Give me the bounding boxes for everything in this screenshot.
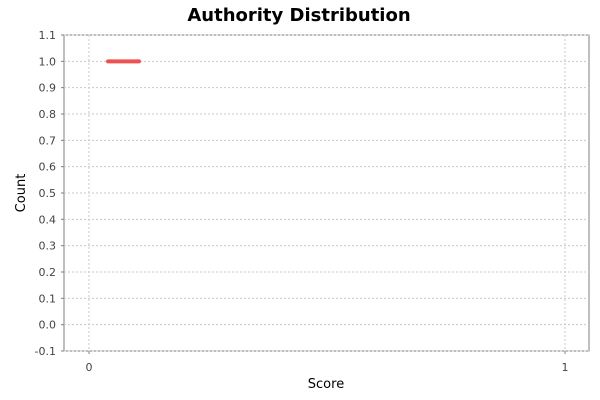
x-tick-label: 1 bbox=[562, 361, 569, 374]
y-tick-label: 1.1 bbox=[39, 29, 57, 42]
y-tick-label: 0.0 bbox=[39, 319, 57, 332]
y-tick-label: 0.3 bbox=[39, 240, 57, 253]
y-tick-label: -0.1 bbox=[35, 345, 56, 358]
y-tick-label: 0.6 bbox=[39, 161, 57, 174]
y-axis-label: Count bbox=[14, 174, 29, 213]
y-tick-label: 1.0 bbox=[39, 55, 57, 68]
x-tick-label: 0 bbox=[86, 361, 93, 374]
plot-area bbox=[63, 34, 590, 352]
y-tick-label: 0.4 bbox=[39, 213, 57, 226]
x-axis-label: Score bbox=[308, 377, 344, 392]
y-tick-label: 0.1 bbox=[39, 292, 57, 305]
y-gridlines bbox=[64, 34, 589, 352]
y-tick-label: 0.9 bbox=[39, 82, 57, 95]
y-axis-ticks: -0.1 0.0 0.1 0.2 0.3 0.4 0.5 0.6 0.7 0.8 0.9 1.0 1.1 bbox=[35, 29, 64, 358]
chart-title: Authority Distribution bbox=[187, 5, 410, 26]
x-gridlines bbox=[88, 35, 566, 351]
y-tick-label: 0.8 bbox=[39, 108, 57, 121]
y-tick-label: 0.2 bbox=[39, 266, 57, 279]
y-tick-label: 0.7 bbox=[39, 134, 57, 147]
y-tick-label: 0.5 bbox=[39, 187, 57, 200]
